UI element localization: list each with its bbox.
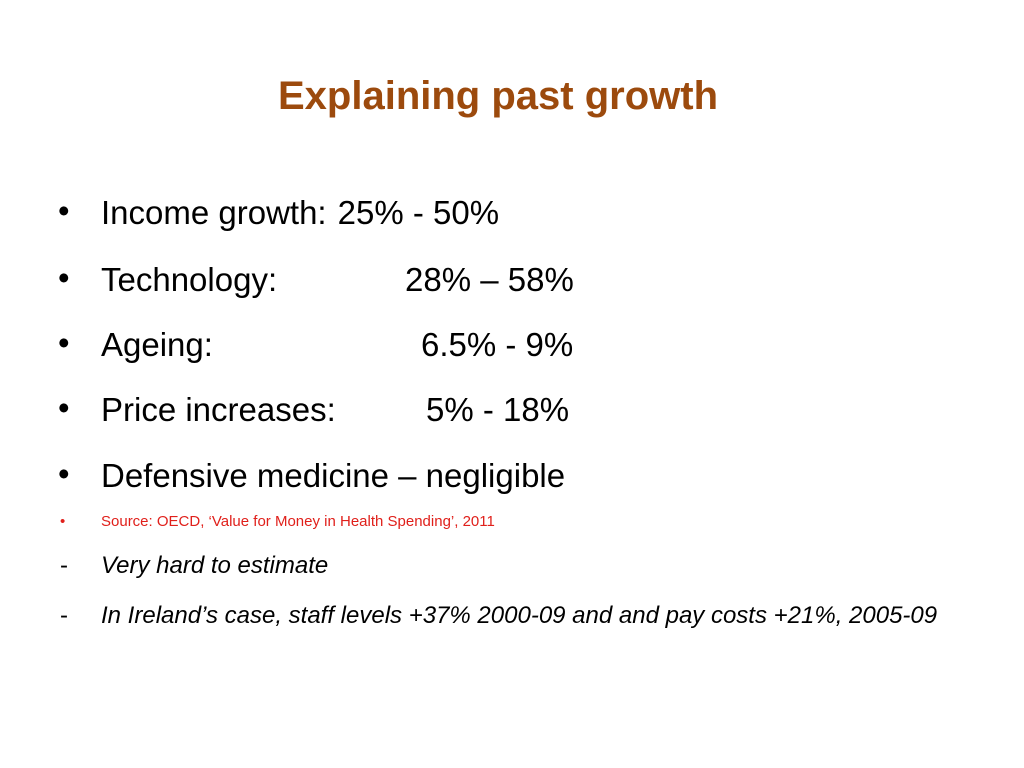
bullet-dot: • <box>58 389 70 426</box>
bullet-value: 25% - 50% <box>337 194 500 231</box>
dash-marker: - <box>60 602 68 629</box>
bullet-dot: • <box>60 513 66 530</box>
bullet-label: Ageing: <box>101 326 213 363</box>
bullet-dot: • <box>58 259 70 296</box>
bullet-dot: • <box>58 324 70 361</box>
bullet-label: Defensive medicine – negligible <box>101 457 566 494</box>
note-text: Very hard to estimate <box>101 552 329 579</box>
bullet-value: 28% – 58% <box>405 261 574 298</box>
bullet-label: Income growth: <box>101 194 327 231</box>
source-text: Source: OECD, ‘Value for Money in Health… <box>101 513 495 530</box>
bullet-value: 6.5% - 9% <box>421 326 574 363</box>
bullet-value: 5% - 18% <box>426 391 570 428</box>
bullet-dot: • <box>58 455 70 492</box>
bullet-label: Price increases: <box>101 391 336 428</box>
note-text: In Ireland’s case, staff levels +37% 200… <box>101 602 938 629</box>
dash-marker: - <box>60 552 68 579</box>
slide-title: Explaining past growth <box>277 74 719 118</box>
bullet-label: Technology: <box>101 261 278 298</box>
bullet-dot: • <box>58 192 70 229</box>
